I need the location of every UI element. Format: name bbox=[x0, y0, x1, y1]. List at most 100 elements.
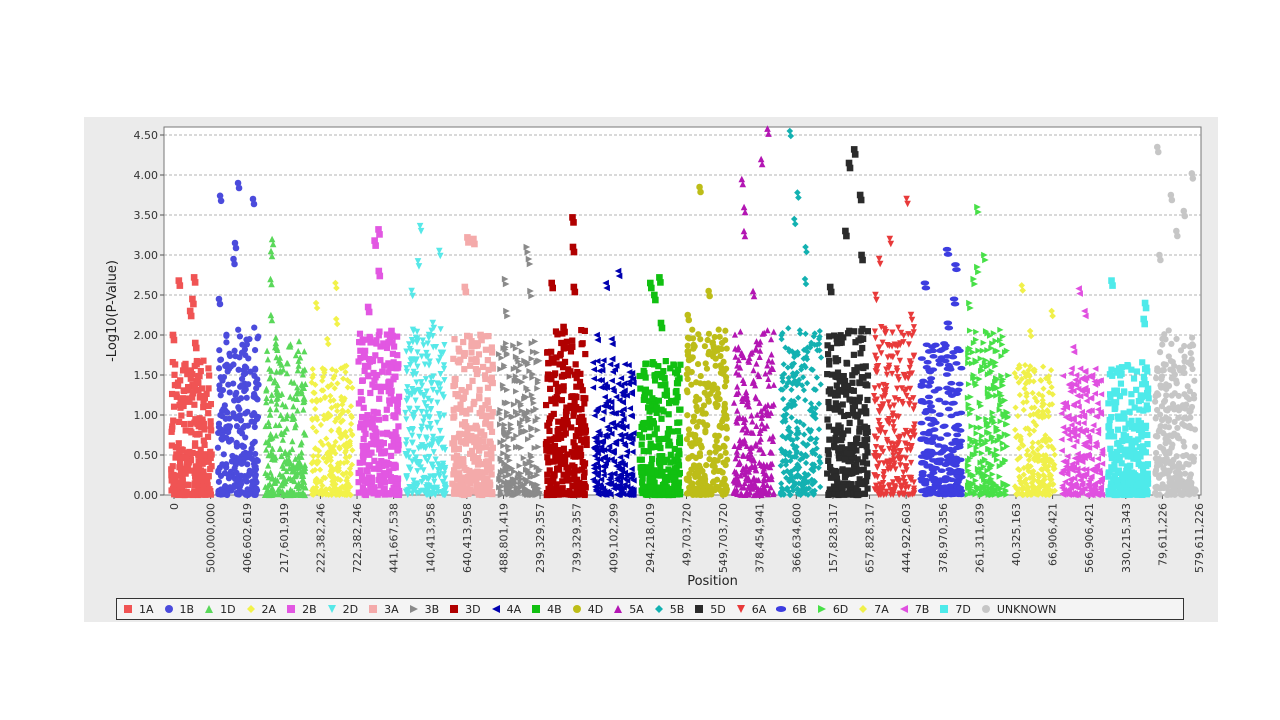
data-point bbox=[291, 477, 298, 485]
data-point bbox=[608, 404, 615, 411]
data-point bbox=[880, 475, 887, 482]
data-point bbox=[841, 377, 849, 385]
data-point bbox=[236, 406, 243, 413]
data-point bbox=[742, 490, 749, 497]
peak-point bbox=[850, 146, 858, 153]
data-point bbox=[451, 446, 458, 453]
data-point bbox=[712, 362, 719, 369]
data-point bbox=[809, 404, 816, 411]
data-point bbox=[716, 396, 723, 403]
data-point bbox=[623, 392, 630, 399]
data-point bbox=[764, 362, 771, 369]
manhattan-plot: 0.000.501.001.502.002.503.003.504.004.50… bbox=[105, 125, 1206, 589]
peak-point bbox=[170, 336, 178, 344]
data-point bbox=[276, 359, 284, 366]
data-point bbox=[360, 336, 368, 343]
peak-point bbox=[464, 234, 471, 241]
data-point bbox=[411, 486, 419, 494]
data-point bbox=[265, 452, 272, 459]
data-point bbox=[534, 427, 541, 434]
peak-point bbox=[528, 292, 535, 300]
data-point bbox=[486, 438, 493, 445]
data-point bbox=[640, 419, 647, 427]
data-point bbox=[854, 456, 861, 463]
data-point bbox=[688, 440, 696, 447]
peak-point bbox=[561, 328, 568, 336]
data-point bbox=[223, 423, 230, 431]
data-point bbox=[387, 452, 395, 459]
peak-point bbox=[982, 256, 989, 264]
data-point bbox=[378, 450, 385, 457]
data-point bbox=[284, 411, 291, 418]
peak-point bbox=[975, 208, 982, 216]
data-point bbox=[224, 368, 231, 375]
peak-point bbox=[372, 242, 379, 249]
data-point bbox=[723, 345, 730, 352]
data-point bbox=[422, 445, 429, 452]
x-tick-label: 79,611,226 bbox=[1156, 503, 1169, 566]
y-tick-label: 0.50 bbox=[134, 449, 159, 462]
data-point bbox=[842, 471, 849, 478]
x-tick-label: 378,454,941 bbox=[754, 503, 767, 573]
data-point bbox=[750, 483, 757, 490]
peak-point bbox=[921, 285, 931, 291]
data-point bbox=[891, 445, 899, 452]
data-point bbox=[674, 485, 681, 492]
data-point bbox=[988, 475, 995, 482]
data-point bbox=[548, 376, 555, 383]
peak-point bbox=[215, 295, 223, 303]
data-point bbox=[266, 441, 273, 448]
data-point bbox=[217, 356, 225, 363]
data-point bbox=[550, 359, 557, 366]
data-point bbox=[858, 374, 865, 381]
data-point bbox=[956, 485, 965, 491]
data-point bbox=[349, 384, 356, 391]
data-point bbox=[580, 473, 588, 480]
data-point bbox=[388, 477, 395, 485]
data-point bbox=[844, 427, 852, 434]
data-point bbox=[441, 475, 449, 482]
data-point bbox=[890, 441, 898, 448]
data-point bbox=[424, 340, 431, 347]
data-point bbox=[898, 385, 906, 392]
data-point bbox=[994, 452, 1001, 459]
peak-point bbox=[375, 226, 382, 233]
peak-point bbox=[523, 243, 531, 251]
data-point bbox=[686, 487, 694, 494]
data-point bbox=[251, 423, 258, 431]
data-point bbox=[689, 326, 696, 333]
data-point bbox=[849, 372, 856, 379]
data-point bbox=[204, 482, 211, 489]
data-point bbox=[205, 385, 212, 392]
data-point bbox=[901, 372, 909, 379]
data-point bbox=[219, 461, 226, 468]
data-point bbox=[693, 379, 700, 386]
data-point bbox=[686, 470, 693, 478]
data-point bbox=[841, 456, 848, 463]
peak-point bbox=[389, 332, 396, 340]
data-point bbox=[204, 433, 212, 440]
peak-point bbox=[570, 248, 578, 256]
data-point bbox=[595, 428, 602, 435]
series-6b bbox=[917, 246, 966, 498]
data-point bbox=[199, 460, 206, 467]
data-point bbox=[405, 454, 413, 461]
data-point bbox=[556, 449, 564, 456]
data-point bbox=[225, 381, 232, 388]
data-point bbox=[628, 440, 635, 447]
series-4d bbox=[683, 183, 731, 499]
data-point bbox=[993, 481, 1000, 489]
data-point bbox=[520, 454, 527, 462]
data-point bbox=[403, 416, 410, 423]
peak-point bbox=[470, 235, 477, 243]
data-point bbox=[381, 491, 388, 498]
data-point bbox=[988, 435, 995, 442]
data-point bbox=[560, 383, 567, 390]
data-point bbox=[263, 394, 270, 401]
data-point bbox=[609, 385, 616, 392]
data-point bbox=[786, 469, 793, 476]
data-point bbox=[544, 375, 551, 382]
data-point bbox=[380, 477, 388, 484]
data-point bbox=[335, 414, 342, 421]
data-point bbox=[506, 373, 513, 380]
